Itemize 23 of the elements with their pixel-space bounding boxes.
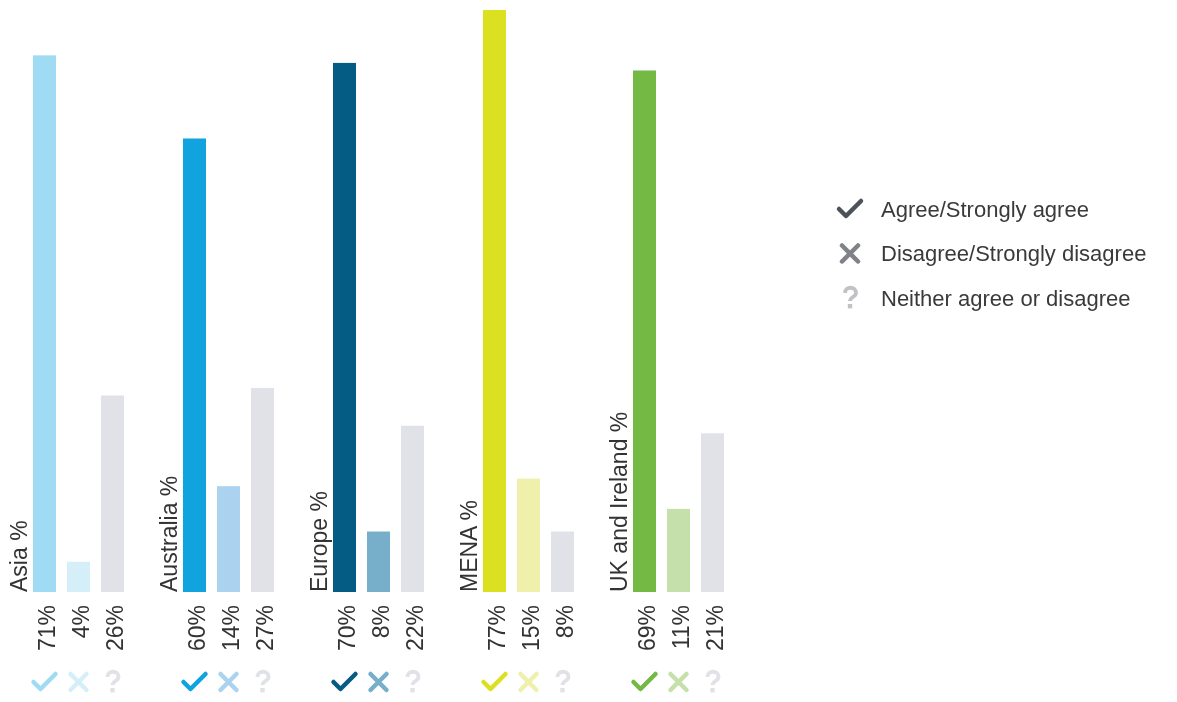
text: UK and Ireland % [606, 411, 632, 592]
data-label: 71% [34, 605, 60, 652]
data-label: 22% [402, 605, 428, 652]
text: Europe % [306, 490, 332, 592]
text: MENA % [456, 499, 482, 592]
text: Asia % [6, 520, 32, 592]
text: Disagree/Strongly disagree [881, 241, 1147, 266]
data-label: 8% [552, 605, 578, 639]
data-label: 8% [368, 605, 394, 639]
data-label: 11% [668, 605, 694, 650]
data-label: 26% [102, 605, 128, 652]
text: Australia % [156, 475, 182, 592]
data-label: 15% [518, 605, 544, 652]
data-label: 14% [218, 605, 244, 652]
data-label: 77% [484, 605, 510, 652]
data-label: 4% [68, 605, 94, 639]
text: Neither agree or disagree [881, 285, 1131, 311]
data-label: 70% [334, 605, 360, 652]
data-label: 60% [184, 605, 210, 652]
data-label: 21% [702, 605, 728, 652]
data-label: 27% [252, 605, 278, 652]
text: Agree/Strongly agree [881, 196, 1089, 222]
data-label: 69% [634, 605, 660, 652]
